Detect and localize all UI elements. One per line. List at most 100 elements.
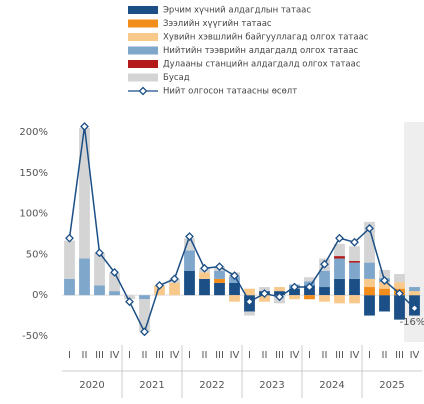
- growth-marker: [410, 303, 419, 313]
- bar-segment: [64, 278, 75, 296]
- legend-label: Нийтийн тээврийн алдагдалд олгох татаас: [163, 46, 359, 56]
- bar-segment: [94, 252, 105, 286]
- x-tick-label: IV: [110, 350, 120, 361]
- bar-segment: [259, 295, 270, 302]
- x-tick-label: III: [95, 350, 104, 361]
- growth-marker: [95, 248, 104, 258]
- legend-swatch: [128, 33, 158, 41]
- bar-segment: [349, 278, 360, 296]
- bar-segment: [229, 282, 240, 296]
- growth-marker: [335, 233, 344, 243]
- growth-marker: [65, 233, 74, 243]
- bar-segment: [334, 256, 345, 259]
- legend-swatch: [128, 19, 158, 28]
- bar-segment: [379, 288, 390, 296]
- growth-marker: [170, 274, 179, 284]
- legend-label: Дулааны станцийн алдагдалд олгох татаас: [163, 60, 361, 70]
- x-tick-label: III: [215, 350, 224, 361]
- bar-segment: [349, 246, 360, 261]
- bar-segment: [229, 295, 240, 302]
- bar-segment: [334, 295, 345, 304]
- y-tick-label: -50%: [22, 331, 48, 342]
- growth-marker: [275, 292, 284, 302]
- x-tick-label: IV: [350, 350, 360, 361]
- bar-segment: [409, 291, 420, 296]
- growth-marker: [140, 327, 149, 337]
- y-tick-label: 50%: [26, 249, 48, 260]
- forecast-shade: [404, 122, 424, 342]
- growth-line: [68, 126, 416, 334]
- growth-marker: [395, 289, 404, 298]
- legend-swatch: [128, 46, 158, 55]
- bar-segment: [169, 282, 180, 296]
- growth-marker: [260, 289, 269, 298]
- bar-segment: [154, 285, 165, 296]
- x-tick-label: II: [142, 350, 148, 361]
- x-tick-label: I: [68, 350, 71, 361]
- y-tick-label: 200%: [19, 127, 48, 138]
- x-tick-label: IV: [410, 350, 420, 361]
- bar-segment: [304, 277, 315, 282]
- x-tick-label: II: [382, 350, 388, 361]
- bar-segment: [214, 278, 225, 283]
- bar-segment: [79, 128, 90, 259]
- bar-segment: [349, 295, 360, 304]
- y-tick-label: 0%: [32, 290, 48, 301]
- x-tick-label: I: [128, 350, 131, 361]
- growth-marker: [155, 280, 164, 290]
- x-tick-label: II: [82, 350, 88, 361]
- growth-marker: [215, 262, 224, 272]
- growth-marker: [365, 223, 374, 233]
- bar-segment: [334, 258, 345, 279]
- bar-segment: [379, 282, 390, 289]
- x-tick-label: IV: [170, 350, 180, 361]
- bar-segment: [364, 295, 375, 316]
- bar-segment: [289, 295, 300, 300]
- growth-marker: [245, 297, 254, 307]
- x-tick-label: I: [188, 350, 191, 361]
- bar-segment: [394, 274, 405, 283]
- bar-segment: [64, 240, 75, 279]
- x-tick-label: II: [202, 350, 208, 361]
- bar-segment: [94, 285, 105, 296]
- bar-segment: [244, 311, 255, 316]
- bar-segment: [184, 238, 195, 251]
- year-label: 2023: [259, 380, 284, 391]
- year-label: 2025: [379, 380, 404, 391]
- growth-marker: [80, 122, 89, 131]
- bar-segment: [334, 278, 345, 296]
- legend-swatch: [128, 73, 158, 82]
- growth-marker: [200, 263, 209, 273]
- bar-segment: [364, 278, 375, 288]
- bar-segment: [319, 287, 330, 296]
- x-tick-label: II: [262, 350, 268, 361]
- x-tick-label: I: [248, 350, 251, 361]
- bar-segment: [364, 221, 375, 263]
- legend-swatch: [128, 6, 158, 14]
- x-tick-label: I: [308, 350, 311, 361]
- bar-segment: [184, 270, 195, 296]
- year-label: 2020: [79, 380, 104, 391]
- bar-segment: [319, 270, 330, 288]
- bar-segment: [394, 282, 405, 289]
- annotation: -16%: [400, 317, 424, 328]
- bar-segment: [244, 288, 255, 296]
- legend-label: Эрчим хүчний алдагдлын татаас: [163, 6, 311, 16]
- growth-marker: [125, 297, 134, 307]
- bar-segment: [79, 258, 90, 296]
- year-label: 2021: [139, 380, 164, 391]
- bar-segment: [349, 260, 360, 263]
- bar-segment: [364, 287, 375, 296]
- x-tick-label: IV: [230, 350, 240, 361]
- growth-marker: [185, 232, 194, 241]
- x-tick-label: II: [322, 350, 328, 361]
- y-tick-label: 150%: [19, 168, 48, 179]
- x-tick-label: III: [275, 350, 284, 361]
- growth-marker: [350, 237, 359, 247]
- bar-segment: [109, 273, 120, 292]
- year-label: 2024: [319, 380, 344, 391]
- growth-marker: [320, 259, 329, 269]
- bar-segment: [379, 269, 390, 279]
- legend-label: Хувийн хэвшлийн байгууллагад олгох татаа…: [163, 33, 369, 43]
